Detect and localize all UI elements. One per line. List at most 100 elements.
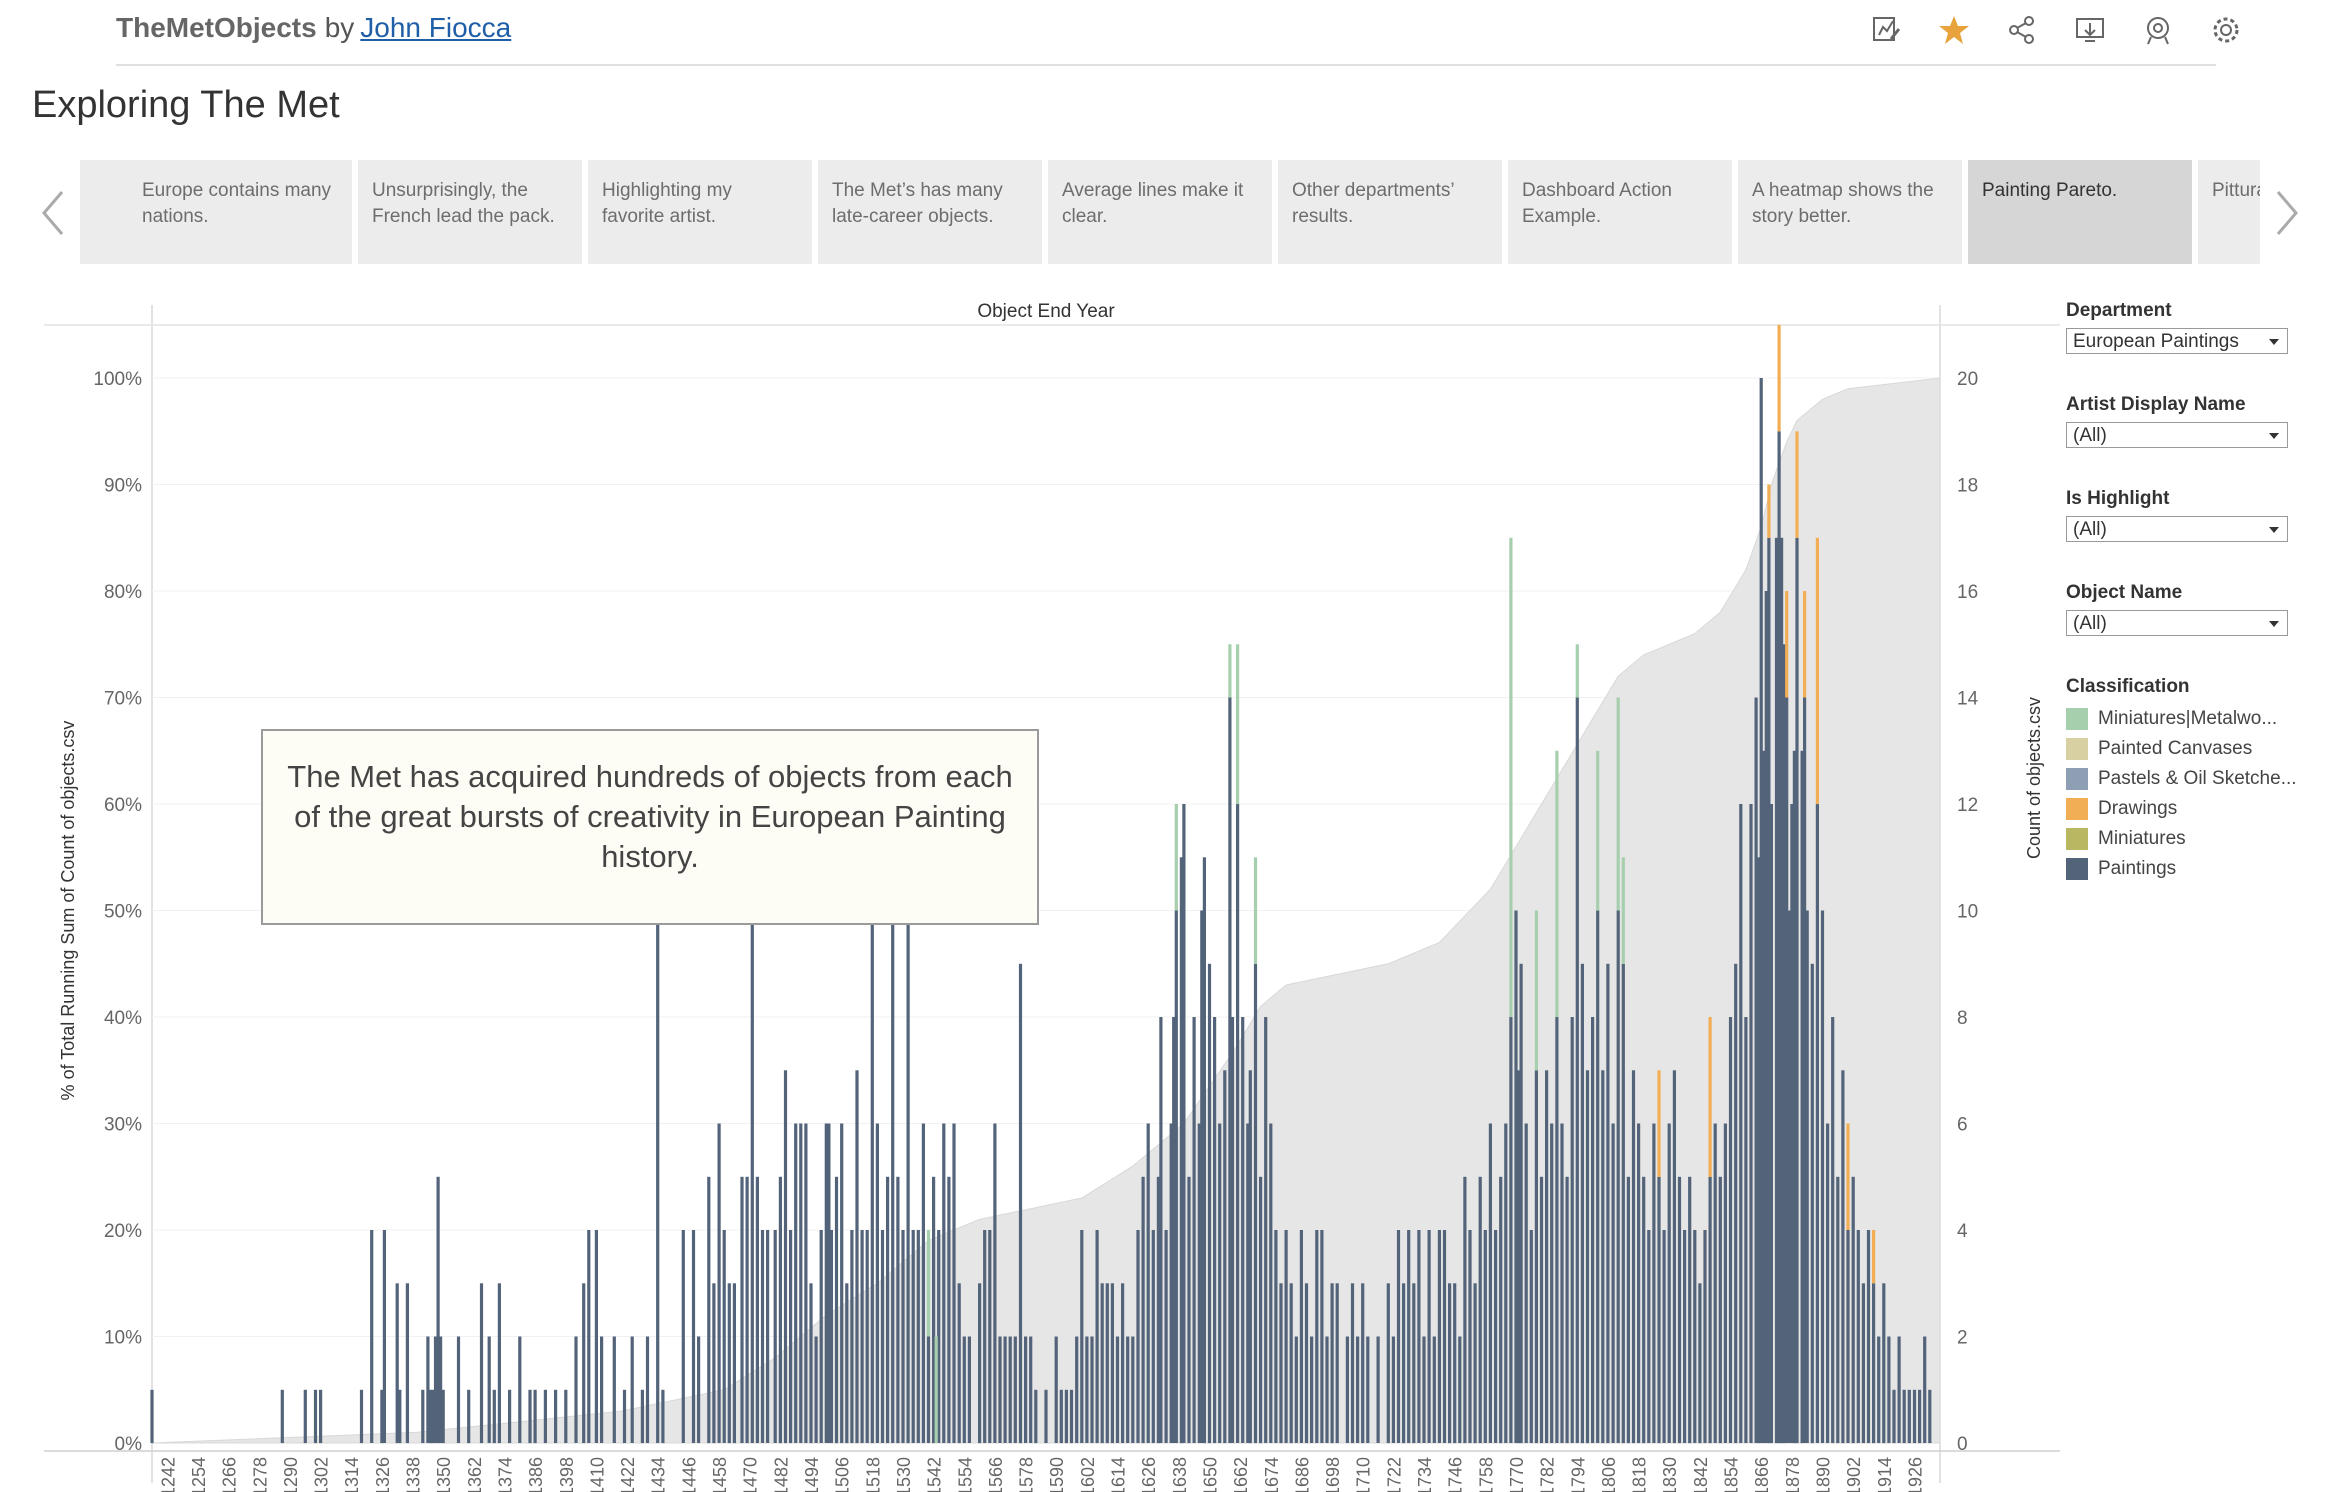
bar [1677, 1176, 1682, 1444]
page-title: Exploring The Met [32, 84, 340, 126]
metrics-icon[interactable] [2142, 14, 2174, 46]
bar [1366, 1336, 1370, 1443]
bar [880, 1230, 885, 1443]
legend-swatch [2066, 828, 2088, 850]
story-point[interactable]: Other departments’ results. [1278, 160, 1502, 264]
legend-item[interactable]: Pastels & Oil Sketche... [2066, 764, 2306, 794]
story-next-arrow[interactable] [2272, 188, 2302, 238]
y-right-tick-label: 18 [1957, 476, 1978, 497]
bar [1539, 1176, 1544, 1444]
legend-item[interactable]: Miniatures|Metalwo... [2066, 704, 2306, 734]
bar [1008, 1336, 1012, 1443]
y-left-tick-label: 10% [104, 1328, 142, 1349]
bar [439, 1336, 443, 1443]
story-point[interactable]: A heatmap shows the story better. [1738, 160, 1962, 264]
bar [1841, 1070, 1845, 1444]
bar [1330, 1283, 1334, 1444]
bar [656, 910, 660, 1443]
bar [543, 1389, 547, 1444]
bar [1826, 1123, 1830, 1443]
bar [395, 1283, 399, 1444]
story-point[interactable]: Europe contains many nations. [128, 160, 352, 264]
dropdown-value: (All) [2073, 613, 2107, 634]
bar [1182, 804, 1186, 1443]
share-icon[interactable] [2006, 14, 2038, 46]
y-left-tick-label: 0% [115, 1434, 143, 1455]
bar-stack [1174, 804, 1178, 911]
author-link[interactable]: John Fiocca [360, 12, 512, 43]
story-prev-arrow[interactable] [38, 188, 68, 238]
settings-icon[interactable] [2210, 14, 2242, 46]
bar [1396, 1230, 1401, 1443]
legend-item[interactable]: Painted Canvases [2066, 734, 2306, 764]
bar [783, 1070, 788, 1444]
x-tick-label: 1350 [434, 1457, 454, 1492]
x-tick-label: 1542 [925, 1457, 945, 1492]
bar [766, 1230, 770, 1443]
edit-icon[interactable] [1870, 14, 1902, 46]
bar [745, 1176, 749, 1444]
bar [1524, 1123, 1528, 1443]
bar [1402, 1283, 1406, 1444]
bar [1494, 1230, 1498, 1443]
artist-dropdown[interactable]: (All) [2066, 422, 2288, 448]
legend-item[interactable]: Miniatures [2066, 824, 2306, 854]
bar [1325, 1336, 1329, 1443]
bar [1115, 1336, 1120, 1443]
x-tick-label: 1806 [1599, 1457, 1619, 1492]
bar-stack [1795, 431, 1799, 538]
bar [1473, 1283, 1477, 1444]
x-tick-label: 1602 [1078, 1457, 1098, 1492]
bar [845, 1283, 849, 1444]
x-tick-label: 1470 [741, 1457, 761, 1492]
x-tick-label: 1650 [1201, 1457, 1221, 1492]
bar [1550, 1123, 1554, 1443]
favorite-star-icon[interactable] [1938, 14, 1970, 46]
bar [492, 1389, 496, 1444]
bar [1391, 1336, 1395, 1443]
bar [988, 1230, 992, 1443]
bar [380, 1389, 384, 1444]
bar [1335, 1283, 1339, 1444]
department-dropdown[interactable]: European Paintings [2066, 328, 2288, 354]
bar [1417, 1230, 1421, 1443]
highlight-dropdown[interactable]: (All) [2066, 516, 2288, 542]
legend-item[interactable]: Paintings [2066, 854, 2306, 884]
story-point[interactable]: Dashboard Action Example. [1508, 160, 1732, 264]
download-icon[interactable] [2074, 14, 2106, 46]
legend-label: Painted Canvases [2098, 738, 2253, 759]
bar [1075, 1336, 1079, 1443]
bar-stack [1815, 537, 1819, 805]
bar [574, 1336, 578, 1443]
x-tick-label: 1458 [710, 1457, 730, 1492]
x-tick-label: 1398 [557, 1457, 577, 1492]
bar [405, 1283, 409, 1444]
x-tick-label: 1278 [250, 1457, 270, 1492]
story-point[interactable]: Painting Pareto. [1968, 160, 2192, 264]
bar [433, 1336, 438, 1443]
legend-item[interactable]: Drawings [2066, 794, 2306, 824]
x-tick-label: 1614 [1109, 1457, 1129, 1492]
bar-stack [1555, 750, 1559, 1018]
story-point[interactable]: Pittura [2198, 160, 2260, 264]
story-point[interactable]: Unsurprisingly, the French lead the pack… [358, 160, 582, 264]
bar [280, 1389, 284, 1444]
story-point[interactable]: Highlighting my favorite artist. [588, 160, 812, 264]
story-point[interactable]: The Met’s has many late-career objects. [818, 160, 1042, 264]
dropdown-value: (All) [2073, 519, 2107, 540]
bar [1488, 1123, 1492, 1443]
bar [1207, 963, 1212, 1444]
bar [921, 1123, 925, 1443]
bar [1350, 1283, 1355, 1444]
bar [1269, 1123, 1273, 1443]
legend-label: Miniatures|Metalwo... [2098, 708, 2278, 729]
bar [1294, 1336, 1298, 1443]
x-tick-label: 1554 [955, 1457, 975, 1492]
object-name-dropdown[interactable]: (All) [2066, 610, 2288, 636]
bar [1248, 1070, 1252, 1444]
x-tick-label: 1758 [1476, 1457, 1496, 1492]
bar-stack [1657, 1070, 1661, 1177]
bar [1141, 1176, 1145, 1444]
bar [1647, 1230, 1651, 1443]
story-point[interactable]: Average lines make it clear. [1048, 160, 1272, 264]
